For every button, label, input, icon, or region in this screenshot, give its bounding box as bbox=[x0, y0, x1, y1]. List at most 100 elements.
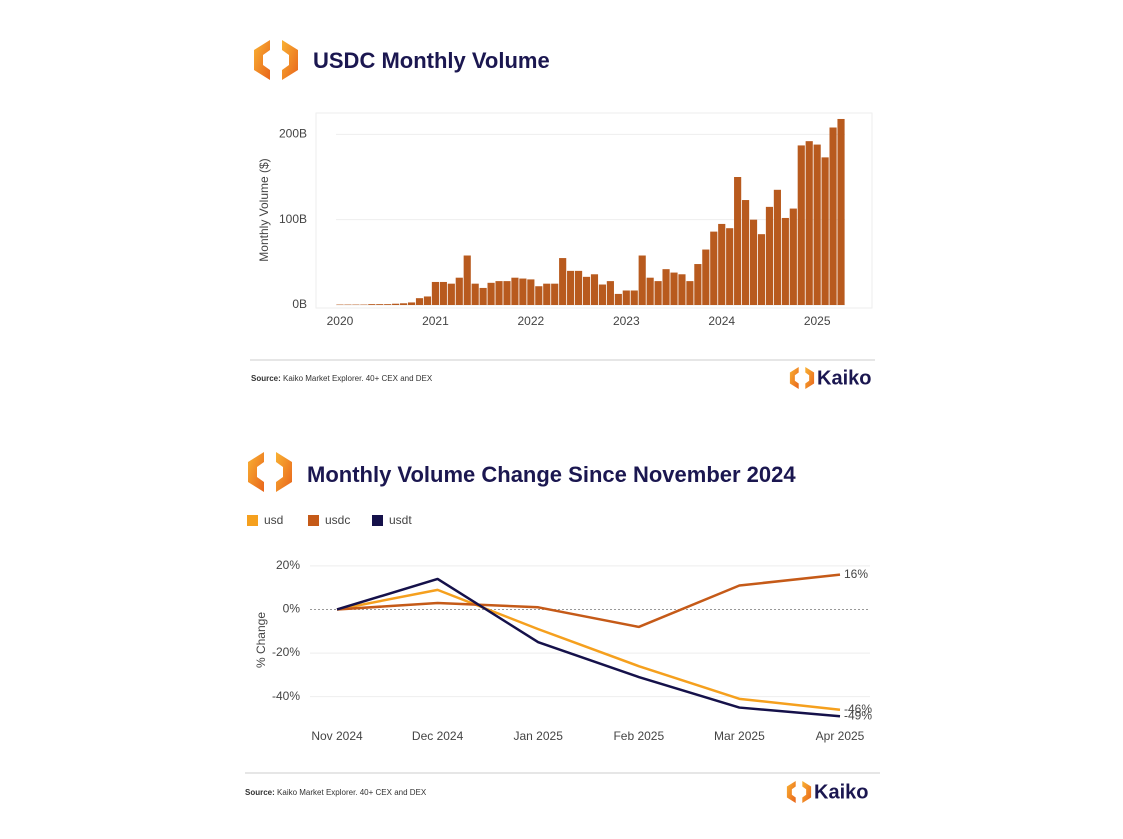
source-text: Kaiko Market Explorer. 40+ CEX and DEX bbox=[283, 374, 433, 383]
bar bbox=[407, 302, 416, 305]
bar bbox=[710, 231, 718, 305]
bar bbox=[567, 270, 575, 305]
bar bbox=[630, 290, 638, 305]
bar bbox=[686, 281, 694, 305]
bar bbox=[622, 290, 630, 305]
bar bbox=[606, 281, 614, 305]
brand: Kaiko bbox=[814, 781, 868, 803]
bar bbox=[511, 277, 519, 305]
bar bbox=[670, 272, 678, 305]
legend-swatch bbox=[308, 515, 319, 526]
bar bbox=[765, 206, 774, 305]
bar bbox=[495, 281, 503, 305]
x-tick-label: Apr 2025 bbox=[816, 729, 865, 743]
brand-icon bbox=[789, 367, 815, 389]
x-tick-label: Jan 2025 bbox=[514, 729, 564, 743]
bar bbox=[368, 304, 376, 305]
bar bbox=[574, 270, 583, 305]
bar bbox=[384, 304, 392, 305]
bar bbox=[781, 217, 789, 305]
x-tick-label: Mar 2025 bbox=[714, 729, 765, 743]
y-tick-label: 20% bbox=[276, 558, 300, 572]
x-tick-label: 2025 bbox=[804, 314, 831, 328]
y-axis-label: Monthly Volume ($) bbox=[257, 158, 271, 261]
bar bbox=[447, 283, 455, 305]
data-label: -49% bbox=[844, 708, 872, 722]
bar bbox=[559, 258, 567, 305]
brand-icon bbox=[786, 781, 812, 803]
series-line bbox=[336, 588, 841, 711]
bar bbox=[734, 177, 742, 305]
bar bbox=[415, 298, 424, 305]
chart-title: Monthly Volume Change Since November 202… bbox=[307, 462, 796, 487]
x-tick-label: 2020 bbox=[327, 314, 354, 328]
bar bbox=[678, 274, 686, 305]
bar bbox=[471, 283, 479, 305]
series-line bbox=[336, 573, 841, 629]
x-tick-label: Dec 2024 bbox=[412, 729, 464, 743]
bar bbox=[614, 293, 622, 305]
bar bbox=[805, 141, 813, 305]
bar bbox=[718, 223, 726, 305]
bar bbox=[646, 277, 654, 305]
x-tick-label: 2022 bbox=[518, 314, 545, 328]
bar bbox=[837, 118, 845, 306]
bar bbox=[431, 281, 439, 305]
y-axis-label: % Change bbox=[254, 612, 268, 668]
data-label: 16% bbox=[844, 567, 868, 581]
bar bbox=[439, 281, 447, 305]
bar bbox=[376, 304, 384, 305]
legend-label: usdt bbox=[389, 513, 412, 527]
bar bbox=[590, 274, 599, 305]
y-tick-label: -40% bbox=[272, 689, 300, 703]
bar bbox=[821, 157, 829, 305]
series-line bbox=[336, 577, 841, 718]
bar bbox=[463, 255, 471, 305]
legend-swatch bbox=[247, 515, 258, 526]
x-tick-label: 2024 bbox=[708, 314, 735, 328]
bar bbox=[582, 276, 591, 305]
bar bbox=[543, 283, 551, 305]
y-tick-label: -20% bbox=[272, 645, 300, 659]
bar bbox=[813, 144, 821, 305]
bar bbox=[654, 281, 662, 305]
bar bbox=[638, 255, 646, 305]
bar bbox=[797, 145, 805, 305]
bar bbox=[479, 287, 487, 305]
bar bbox=[527, 279, 535, 305]
bar bbox=[487, 282, 495, 305]
y-tick-label: 200B bbox=[279, 127, 307, 141]
plot-frame bbox=[315, 112, 873, 309]
logo-icon bbox=[248, 452, 292, 492]
data-label: -46% bbox=[844, 702, 872, 716]
chart-title: USDC Monthly Volume bbox=[313, 48, 550, 73]
y-tick-label: 0% bbox=[283, 602, 301, 616]
bar bbox=[789, 208, 797, 305]
x-tick-label: Feb 2025 bbox=[613, 729, 664, 743]
source-label: Source: bbox=[251, 374, 281, 383]
x-tick-label: Nov 2024 bbox=[311, 729, 363, 743]
brand: Kaiko bbox=[817, 367, 871, 389]
legend-swatch bbox=[372, 515, 383, 526]
bar bbox=[726, 228, 734, 305]
y-tick-label: 0B bbox=[292, 297, 307, 311]
bar bbox=[749, 219, 758, 305]
x-tick-label: 2021 bbox=[422, 314, 449, 328]
legend-label: usdc bbox=[325, 513, 350, 527]
source: Source: Kaiko Market Explorer. 40+ CEX a… bbox=[251, 374, 433, 383]
source: Source: Kaiko Market Explorer. 40+ CEX a… bbox=[245, 788, 427, 797]
bar bbox=[694, 264, 702, 305]
bar bbox=[662, 269, 670, 305]
bar bbox=[503, 281, 511, 305]
legend-label: usd bbox=[264, 513, 283, 527]
bar bbox=[551, 283, 559, 305]
y-tick-label: 100B bbox=[279, 212, 307, 226]
bar bbox=[455, 277, 463, 305]
bar bbox=[742, 200, 750, 305]
bar bbox=[757, 234, 766, 305]
source-label: Source: bbox=[245, 788, 275, 797]
bar bbox=[829, 127, 837, 305]
bar bbox=[392, 303, 400, 305]
bar bbox=[598, 284, 607, 305]
